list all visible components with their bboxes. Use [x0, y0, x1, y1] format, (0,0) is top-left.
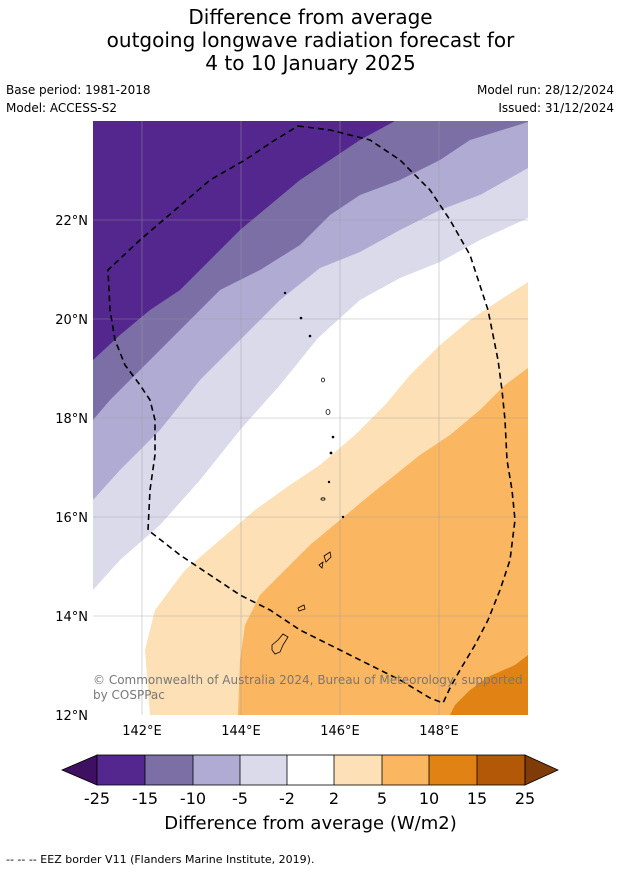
colorbar: -25 -15 -10 -5 -2 2 5 10 15 25 [60, 754, 559, 808]
band-5-10 [238, 368, 528, 715]
gridlines [93, 121, 528, 715]
colorbar-tick-label: 5 [377, 789, 387, 808]
colorbar-tick-label: -5 [232, 789, 248, 808]
band-minus15-minus25 [93, 121, 395, 360]
model-run: Model run: 28/12/2024 [476, 83, 614, 97]
eez-border [107, 125, 516, 705]
lat-label: 14°N [55, 610, 88, 625]
colorbar-outline [96, 754, 526, 786]
colorbar-segment [429, 755, 477, 785]
colorbar-segment [145, 755, 193, 785]
colorbar-tick-label: 25 [515, 789, 535, 808]
colorbar-segment [240, 755, 287, 785]
copyright-line-2: by COSPPac [93, 688, 165, 702]
colorbar-tick-label: 2 [329, 789, 339, 808]
colorbar-extend-low [60, 754, 98, 786]
model-name: Model: ACCESS-S2 [6, 101, 118, 115]
colorbar-segment [477, 755, 525, 785]
latitude-labels: 22°N 20°N 18°N 16°N 14°N 12°N [55, 214, 88, 724]
colorbar-segment [382, 755, 429, 785]
lat-label: 22°N [55, 214, 88, 229]
copyright-line-1: © Commonwealth of Australia 2024, Bureau… [93, 673, 523, 687]
lon-label: 148°E [419, 724, 459, 739]
colorbar-tick-label: -10 [180, 789, 206, 808]
lon-label: 142°E [122, 724, 162, 739]
longitude-labels: 142°E 144°E 146°E 148°E [122, 724, 459, 739]
colorbar-segment [193, 755, 240, 785]
colorbar-segment [97, 755, 145, 785]
title-line-1: Difference from average [188, 5, 433, 29]
colorbar-ticks: -25 -15 -10 -5 -2 2 5 10 15 25 [84, 789, 535, 808]
lon-label: 144°E [221, 724, 261, 739]
eez-footnote: -- -- -- EEZ border V11 (Flanders Marine… [6, 853, 315, 866]
lat-label: 12°N [55, 709, 88, 724]
island-outlines [271, 291, 345, 655]
colorbar-tick-label: 15 [467, 789, 487, 808]
lat-label: 20°N [55, 313, 88, 328]
colorbar-tick-label: -25 [84, 789, 110, 808]
band-10-15 [450, 655, 528, 715]
lon-label: 146°E [320, 724, 360, 739]
lat-label: 16°N [55, 511, 88, 526]
colorbar-tick-label: -2 [279, 789, 295, 808]
colorbar-tick-label: 10 [419, 789, 439, 808]
colorbar-segment [287, 755, 334, 785]
issued-date: Issued: 31/12/2024 [498, 101, 614, 115]
lat-label: 18°N [55, 412, 88, 427]
chart-title: Difference from average outgoing longwav… [0, 6, 621, 75]
colorbar-extend-high [524, 754, 559, 786]
olr-anomaly-field [93, 121, 528, 715]
colorbar-tick-label: -15 [132, 789, 158, 808]
title-line-2: outgoing longwave radiation forecast for [106, 28, 515, 52]
base-period: Base period: 1981-2018 [6, 83, 151, 97]
title-line-3: 4 to 10 January 2025 [205, 51, 416, 75]
colorbar-segment [334, 755, 382, 785]
colorbar-title: Difference from average (W/m2) [164, 813, 457, 834]
